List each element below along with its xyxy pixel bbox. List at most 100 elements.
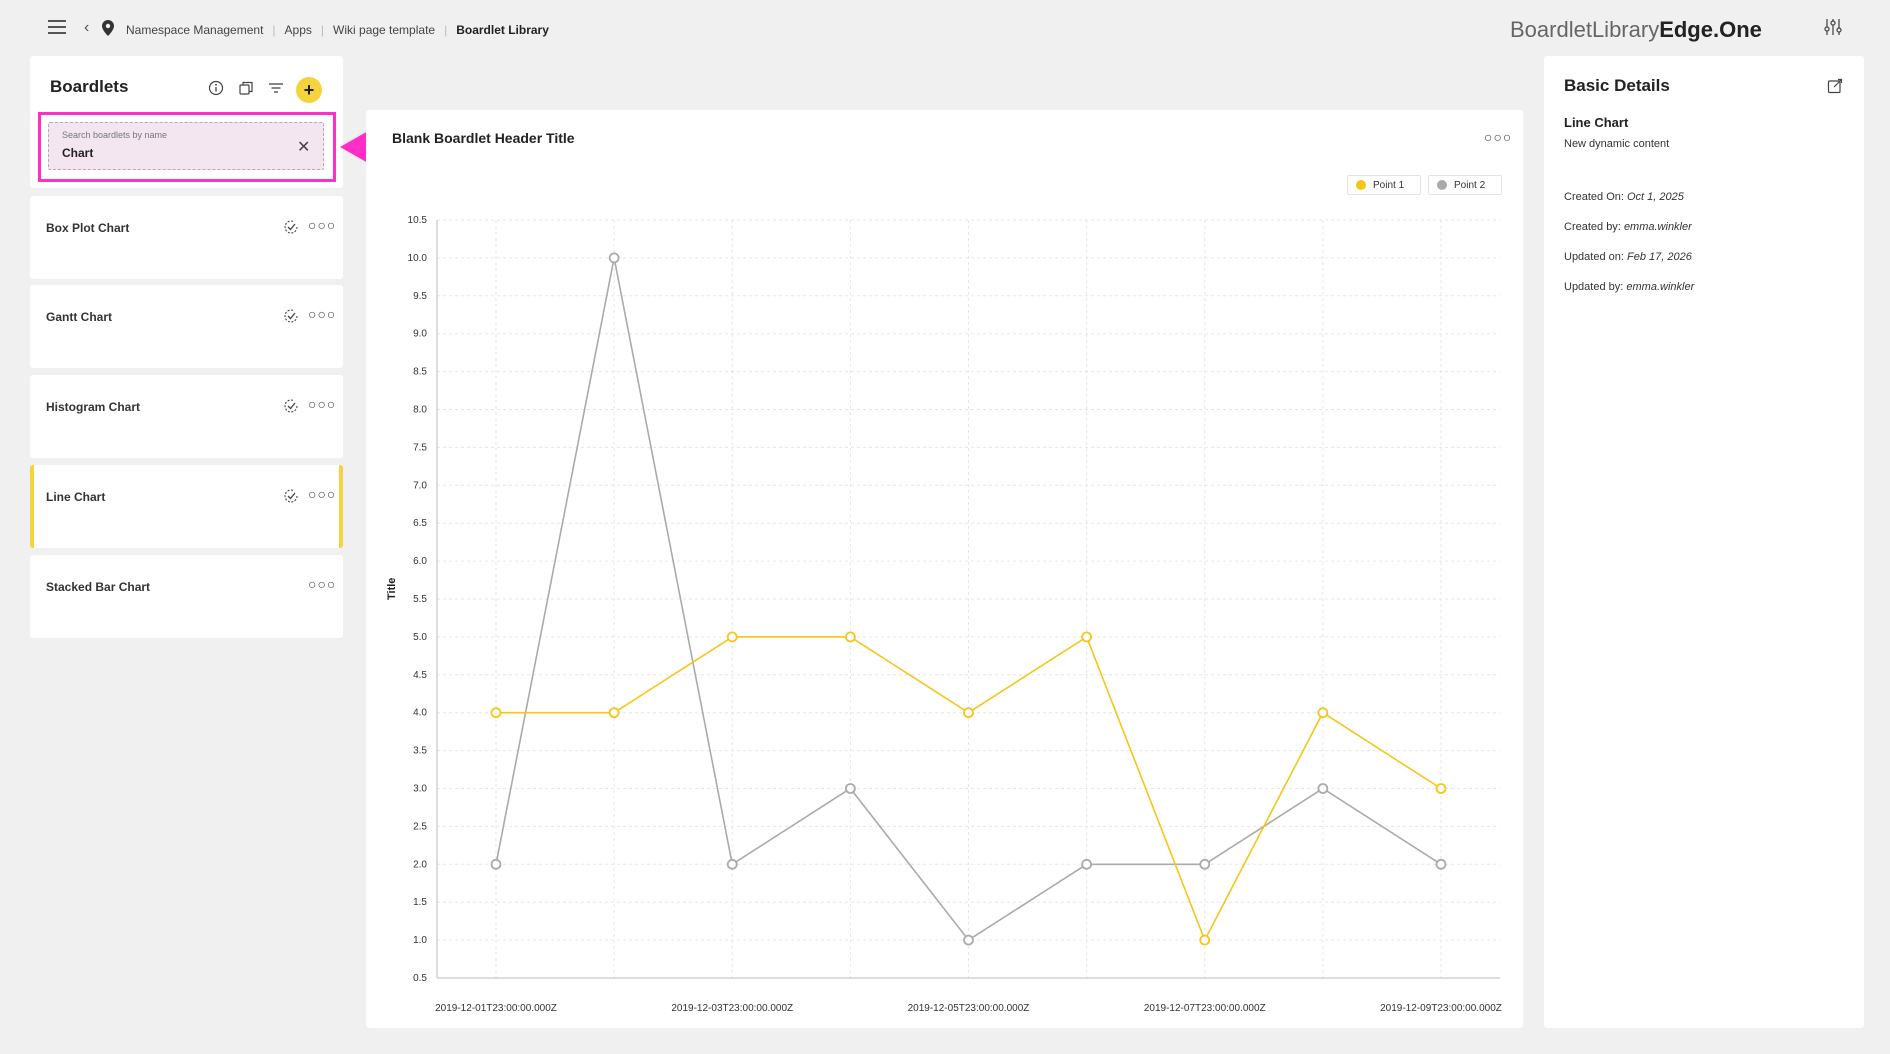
legend-item-point-2[interactable]: Point 2 bbox=[1428, 175, 1502, 195]
x-tick-label: 2019-12-07T23:00:00.000Z bbox=[1144, 1003, 1266, 1014]
y-tick-label: 1.5 bbox=[413, 897, 427, 908]
data-point-series-2 bbox=[490, 858, 502, 870]
check-circle-icon bbox=[284, 220, 298, 234]
location-pin-icon bbox=[102, 20, 114, 36]
search-label: Search boardlets by name bbox=[62, 130, 168, 140]
brand-name: BoardletLibrary bbox=[1510, 17, 1660, 42]
y-tick-label: 5.0 bbox=[413, 632, 427, 643]
boardlet-card-title: Histogram Chart bbox=[46, 400, 141, 414]
data-point-series-1 bbox=[844, 631, 856, 643]
breadcrumb-namespace-management[interactable]: Namespace Management bbox=[126, 23, 264, 37]
data-point-series-1 bbox=[490, 707, 502, 719]
updated-on-label: Updated on: bbox=[1564, 251, 1624, 263]
data-point-series-2 bbox=[963, 934, 974, 946]
back-chevron-icon[interactable]: ‹ bbox=[84, 19, 90, 36]
data-point-series-1 bbox=[608, 707, 620, 719]
check-circle-icon bbox=[284, 489, 298, 503]
created-on-value: Oct 1, 2025 bbox=[1626, 191, 1684, 203]
search-field[interactable]: Search boardlets by name ✕ bbox=[48, 122, 324, 170]
data-point-series-2 bbox=[1317, 783, 1329, 794]
y-tick-label: 10.0 bbox=[408, 253, 428, 264]
edit-icon[interactable] bbox=[1827, 78, 1843, 94]
legend-item-point-1[interactable]: Point 1 bbox=[1347, 175, 1421, 195]
data-point-series-2 bbox=[844, 783, 856, 794]
boardlet-card-box-plot-chart[interactable]: Box Plot Chart ○○○ bbox=[30, 196, 343, 279]
check-circle-icon bbox=[284, 309, 298, 323]
legend-label: Point 1 bbox=[1373, 179, 1405, 191]
data-point-series-1 bbox=[1081, 631, 1093, 643]
y-tick-label: 5.5 bbox=[413, 594, 427, 605]
x-tick-label: 2019-12-03T23:00:00.000Z bbox=[671, 1003, 793, 1014]
more-options-icon[interactable]: ○○○ bbox=[308, 306, 337, 322]
y-tick-label: 2.0 bbox=[413, 859, 427, 870]
boardlet-card-histogram-chart[interactable]: Histogram Chart ○○○ bbox=[30, 375, 343, 458]
more-options-icon[interactable]: ○○○ bbox=[308, 576, 337, 592]
created-on-label: Created On: bbox=[1564, 191, 1624, 203]
y-tick-label: 4.0 bbox=[413, 708, 427, 719]
details-panel: Basic Details Line Chart New dynamic con… bbox=[1544, 56, 1864, 1028]
boardlet-card-line-chart[interactable]: Line Chart ○○○ bbox=[30, 465, 343, 548]
boardlet-card-title: Stacked Bar Chart bbox=[46, 580, 151, 594]
data-point-series-1 bbox=[726, 631, 738, 643]
boardlet-card-title: Line Chart bbox=[46, 490, 106, 504]
brand-suffix: Edge.One bbox=[1659, 17, 1762, 42]
boardlets-title: Boardlets bbox=[50, 77, 129, 96]
search-input[interactable] bbox=[62, 144, 282, 162]
check-circle-icon bbox=[284, 399, 298, 413]
boardlet-card-gantt-chart[interactable]: Gantt Chart ○○○ bbox=[30, 285, 343, 368]
data-point-series-2 bbox=[1199, 858, 1211, 870]
boardlets-panel-header: Boardlets + Search boardlets by name ✕ bbox=[30, 56, 343, 188]
more-options-icon[interactable]: ○○○ bbox=[308, 396, 337, 412]
data-point-series-2 bbox=[608, 252, 620, 264]
settings-sliders-icon[interactable] bbox=[1824, 18, 1842, 36]
y-tick-label: 9.5 bbox=[413, 291, 427, 302]
add-boardlet-button[interactable]: + bbox=[296, 77, 322, 103]
breadcrumb-apps[interactable]: Apps bbox=[284, 23, 312, 37]
boardlet-card-title: Box Plot Chart bbox=[46, 221, 130, 235]
x-tick-label: 2019-12-05T23:00:00.000Z bbox=[908, 1003, 1030, 1014]
updated-on-row: Updated on: Feb 17, 2026 bbox=[1564, 251, 1692, 263]
y-tick-label: 2.5 bbox=[413, 821, 427, 832]
copy-icon[interactable] bbox=[238, 80, 254, 96]
boardlet-name: Line Chart bbox=[1564, 115, 1629, 130]
breadcrumb-boardlet-library: Boardlet Library bbox=[456, 23, 549, 37]
breadcrumb: Namespace Management | Apps | Wiki page … bbox=[126, 23, 549, 37]
updated-on-value: Feb 17, 2026 bbox=[1627, 251, 1692, 263]
y-tick-label: 3.0 bbox=[413, 784, 427, 795]
boardlet-card-stacked-bar-chart[interactable]: Stacked Bar Chart ○○○ bbox=[30, 555, 343, 638]
data-point-series-1 bbox=[963, 707, 974, 719]
y-tick-label: 8.0 bbox=[413, 405, 427, 416]
y-tick-label: 10.5 bbox=[408, 215, 428, 226]
created-on-row: Created On: Oct 1, 2025 bbox=[1564, 191, 1684, 203]
created-by-row: Created by: emma.winkler bbox=[1564, 221, 1692, 233]
y-tick-label: 6.0 bbox=[413, 556, 427, 567]
more-options-icon[interactable]: ○○○ bbox=[308, 217, 337, 233]
data-point-series-1 bbox=[1199, 934, 1211, 946]
updated-by-row: Updated by: emma.winkler bbox=[1564, 281, 1694, 293]
y-tick-label: 8.5 bbox=[413, 367, 427, 378]
menu-icon[interactable] bbox=[48, 20, 66, 34]
data-point-series-1 bbox=[1317, 707, 1329, 719]
boardlet-description: New dynamic content bbox=[1564, 138, 1670, 150]
breadcrumb-wiki-page-template[interactable]: Wiki page template bbox=[333, 23, 436, 37]
legend-label: Point 2 bbox=[1454, 179, 1486, 191]
boardlet-card-title: Gantt Chart bbox=[46, 310, 112, 324]
chart-panel: Blank Boardlet Header Title ○○○ Point 1 … bbox=[366, 110, 1523, 1028]
info-icon[interactable] bbox=[208, 80, 224, 96]
data-point-series-1 bbox=[1435, 783, 1447, 794]
legend-dot-icon bbox=[1437, 180, 1447, 190]
brand-logo: BoardletLibraryEdge.One bbox=[1510, 17, 1762, 43]
details-title: Basic Details bbox=[1564, 76, 1670, 95]
x-tick-label: 2019-12-01T23:00:00.000Z bbox=[435, 1003, 557, 1014]
legend-dot-icon bbox=[1356, 180, 1366, 190]
y-tick-label: 0.5 bbox=[413, 973, 427, 984]
updated-by-label: Updated by: bbox=[1564, 281, 1624, 293]
data-point-series-2 bbox=[1081, 858, 1093, 870]
boardlet-header-title: Blank Boardlet Header Title bbox=[392, 130, 575, 146]
y-tick-label: 4.5 bbox=[413, 670, 427, 681]
clear-search-icon[interactable]: ✕ bbox=[297, 139, 311, 156]
y-tick-label: 1.0 bbox=[413, 935, 427, 946]
more-options-icon[interactable]: ○○○ bbox=[308, 486, 337, 502]
filter-icon[interactable] bbox=[268, 80, 284, 96]
chart-more-options-icon[interactable]: ○○○ bbox=[1484, 129, 1513, 145]
